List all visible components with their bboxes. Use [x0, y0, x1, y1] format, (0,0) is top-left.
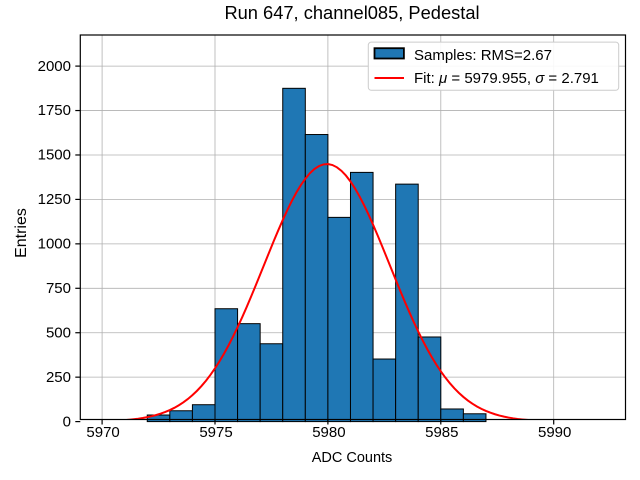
svg-text:ADC Counts: ADC Counts [312, 450, 393, 466]
svg-text:5980: 5980 [312, 424, 345, 441]
svg-text:1250: 1250 [38, 191, 71, 208]
svg-text:2000: 2000 [38, 58, 71, 75]
svg-text:1500: 1500 [38, 147, 71, 164]
svg-text:0: 0 [63, 413, 71, 430]
svg-text:5975: 5975 [199, 424, 232, 441]
svg-text:Samples: RMS=2.67: Samples: RMS=2.67 [414, 47, 552, 64]
svg-text:250: 250 [46, 369, 71, 386]
svg-text:500: 500 [46, 324, 71, 341]
svg-text:750: 750 [46, 280, 71, 297]
svg-text:Entries: Entries [13, 208, 30, 258]
svg-text:5990: 5990 [538, 424, 571, 441]
svg-text:5985: 5985 [425, 424, 458, 441]
svg-text:1750: 1750 [38, 102, 71, 119]
svg-text:Fit: μ = 5979.955, σ = 2.791: Fit: μ = 5979.955, σ = 2.791 [414, 70, 599, 87]
svg-text:Run 647, channel085, Pedestal: Run 647, channel085, Pedestal [224, 2, 479, 23]
svg-text:5970: 5970 [86, 424, 119, 441]
svg-text:1000: 1000 [38, 236, 71, 253]
